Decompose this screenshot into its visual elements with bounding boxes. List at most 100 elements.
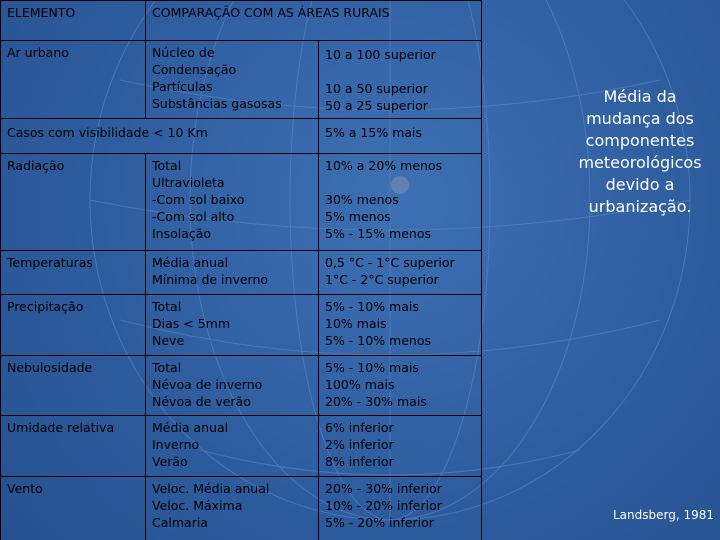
cell-group: Média anual Inverno Verão — [152, 419, 314, 470]
cell-text: 10 a 50 superior — [325, 81, 428, 96]
cell-text: 1°C - 2°C superior — [325, 272, 439, 287]
table-cell: 5% a 15% mais — [318, 118, 482, 154]
table-row: Umidade relativa Média anual Inverno Verão 6… — [0, 415, 482, 477]
cell-text: 5% - 15% menos — [325, 226, 431, 241]
cell-text: Inverno — [152, 437, 200, 452]
cell-text: 0,5 °C - 1°C superior — [325, 255, 455, 270]
table-row: Temperaturas Média anual Mínima de inverno… — [0, 250, 482, 295]
cell-text: Neve — [152, 333, 185, 348]
cell-text: 20% - 30% inferior — [325, 481, 442, 496]
cell-text: Ultravioleta — [152, 175, 225, 190]
cell-text: Veloc. Máxima — [152, 498, 243, 513]
cell-group: Casos com visibilidade < 10 Km — [7, 124, 314, 141]
table-cell: Total Ultravioleta -Com sol baixo -Com sol … — [145, 153, 319, 251]
table-cell: 5% - 10% mais 100% mais 20% - 30% mais — [318, 355, 482, 416]
table-cell: 10 a 100 superior 10 a 50 superior 50 a 25… — [318, 40, 482, 119]
cell-group: Precipitação — [7, 298, 141, 315]
cell-group: 20% - 30% inferior 10% - 20% inferior 5% -… — [325, 480, 477, 531]
table-cell: Vento — [0, 476, 146, 540]
cell-text: Mínima de inverno — [152, 272, 269, 287]
table-cell: 6% inferior 2% inferior 8% inferior — [318, 415, 482, 477]
table-cell: 20% - 30% inferior 10% - 20% inferior 5% -… — [318, 476, 482, 540]
table-cell: 0,5 °C - 1°C superior 1°C - 2°C superior — [318, 250, 482, 295]
cell-text: 10% mais — [325, 316, 387, 331]
cell-text: -Com sol alto — [152, 209, 235, 224]
cell-group: 5% - 10% mais 100% mais 20% - 30% mais — [325, 359, 477, 410]
cell-text: Dias < 5mm — [152, 316, 230, 331]
cell-text: Condensação — [152, 62, 237, 77]
table-cell: Nebulosidade — [0, 355, 146, 416]
table-cell: Ar urbano — [0, 40, 146, 119]
cell-group: 5% - 10% mais 10% mais 5% - 10% menos — [325, 298, 477, 349]
cell-text: 20% - 30% mais — [325, 394, 427, 409]
cell-text: Média anual — [152, 420, 229, 435]
header-text: COMPARAÇÃO COM AS ÁREAS RURAIS — [152, 5, 390, 20]
cell-text: Vento — [7, 481, 43, 496]
cell-text: Névoa de verão — [152, 394, 251, 409]
table-cell: Total Dias < 5mm Neve — [145, 294, 319, 356]
cell-text: 5% - 20% inferior — [325, 515, 434, 530]
cell-text: -Com sol baixo — [152, 192, 245, 207]
cell-text: Total — [152, 158, 182, 173]
cell-text: 10 a 100 superior — [325, 47, 436, 62]
cell-group: Radiação — [7, 157, 141, 174]
cell-text: 10% - 20% inferior — [325, 498, 442, 513]
header-row: ELEMENTO COMPARAÇÃO COM AS ÁREAS RURAIS — [0, 0, 482, 41]
table-row: Casos com visibilidade < 10 Km 5% a 15% m… — [0, 118, 482, 154]
cell-group: Total Ultravioleta -Com sol baixo -Com sol … — [152, 157, 314, 242]
cell-text: Precipitação — [7, 299, 84, 314]
cell-group: 10 a 50 superior 50 a 25 superior — [325, 80, 477, 114]
cell-group: 30% menos 5% menos 5% - 15% menos — [325, 191, 477, 242]
cell-text: Total — [152, 299, 182, 314]
cell-text: Umidade relativa — [7, 420, 115, 435]
cell-text: Névoa de inverno — [152, 377, 263, 392]
cell-text: 5% - 10% mais — [325, 360, 419, 375]
cell-text: Insolação — [152, 226, 212, 241]
cell-group: Umidade relativa — [7, 419, 141, 436]
table-cell: Média anual Inverno Verão — [145, 415, 319, 477]
table-cell: Precipitação — [0, 294, 146, 356]
table-row: Vento Veloc. Média anual Veloc. Máxima Calm… — [0, 476, 482, 540]
cell-text: 5% - 10% mais — [325, 299, 419, 314]
cell-text: Nebulosidade — [7, 360, 93, 375]
table-cell: Total Névoa de inverno Névoa de verão — [145, 355, 319, 416]
cell-text: 5% - 10% menos — [325, 333, 431, 348]
cell-text: 100% mais — [325, 377, 395, 392]
cell-group: Nebulosidade — [7, 359, 141, 376]
cell-text: Temperaturas — [7, 255, 93, 270]
cell-text: 30% menos — [325, 192, 399, 207]
table-row: Ar urbano Núcleo de Condensação Partículas S… — [0, 40, 482, 119]
cell-group: Média anual Mínima de inverno — [152, 254, 314, 288]
table-cell: Núcleo de Condensação Partículas Substância… — [145, 40, 319, 119]
cell-group: Total Névoa de inverno Névoa de verão — [152, 359, 314, 410]
cell-group: Núcleo de Condensação Partículas Substância… — [152, 44, 314, 112]
cell-text: Partículas — [152, 79, 213, 94]
cell-text: Verão — [152, 454, 188, 469]
cell-group: Temperaturas — [7, 254, 141, 271]
cell-text: Núcleo de — [152, 45, 215, 60]
cell-group: 6% inferior 2% inferior 8% inferior — [325, 419, 477, 470]
table-cell: Umidade relativa — [0, 415, 146, 477]
table-row: Precipitação Total Dias < 5mm Neve 5% - 10% … — [0, 294, 482, 356]
table-cell: 10% a 20% menos 30% menos 5% menos 5% - 15%… — [318, 153, 482, 251]
comparison-table: ELEMENTO COMPARAÇÃO COM AS ÁREAS RURAIS … — [0, 0, 482, 540]
cell-text: Substâncias gasosas — [152, 96, 282, 111]
cell-text: 5% a 15% mais — [325, 125, 423, 140]
table-cell: Média anual Mínima de inverno — [145, 250, 319, 295]
cell-text: 6% inferior — [325, 420, 394, 435]
side-note: Média da mudança dos componentes meteoro… — [578, 87, 702, 216]
cell-text: 10% a 20% menos — [325, 158, 443, 173]
cell-group: Total Dias < 5mm Neve — [152, 298, 314, 349]
table-row: Nebulosidade Total Névoa de inverno Névoa d… — [0, 355, 482, 416]
header-cell: ELEMENTO — [0, 0, 146, 41]
cell-text: Casos com visibilidade < 10 Km — [7, 125, 208, 140]
citation: Landsberg, 1981 — [612, 508, 714, 522]
cell-group: 10% a 20% menos — [325, 157, 477, 174]
cell-text: 5% menos — [325, 209, 391, 224]
cell-group: Ar urbano — [7, 44, 141, 61]
cell-text: Total — [152, 360, 182, 375]
cell-text: Ar urbano — [7, 45, 69, 60]
cell-group: 0,5 °C - 1°C superior 1°C - 2°C superior — [325, 254, 477, 288]
cell-text: Calmaria — [152, 515, 208, 530]
